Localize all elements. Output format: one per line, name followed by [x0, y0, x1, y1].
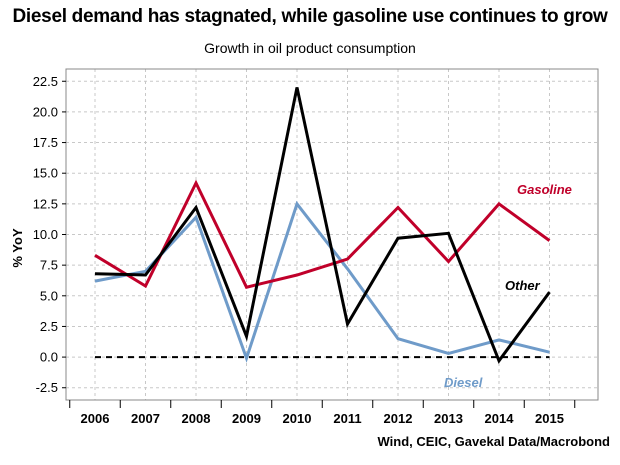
y-tick-label: 15.0: [33, 166, 58, 181]
series-label-other: Other: [505, 278, 541, 293]
x-tick-label: 2012: [384, 411, 413, 426]
y-tick-label: 20.0: [33, 104, 58, 119]
y-tick-label: 5.0: [40, 288, 58, 303]
x-tick-label: 2009: [232, 411, 261, 426]
y-tick-label: -2.5: [36, 380, 58, 395]
y-tick-label: 0.0: [40, 350, 58, 365]
x-axis-ticks: 2006 2007 2008 2009 2010 2011 2012 2013 2014 2015: [69, 400, 576, 426]
y-tick-label: 10.0: [33, 227, 58, 242]
chart-subtitle: Growth in oil product consumption: [204, 40, 416, 56]
series-lines: [94, 87, 551, 364]
series-label-diesel: Diesel: [444, 375, 483, 390]
y-tick-label: 7.5: [40, 258, 58, 273]
series-line-gasoline: [94, 179, 551, 289]
x-tick-label: 2008: [182, 411, 211, 426]
x-tick-label: 2010: [283, 411, 312, 426]
source-note: Wind, CEIC, Gavekal Data/Macrobond: [377, 434, 610, 449]
series-line-diesel: [94, 200, 550, 363]
y-tick-label: 22.5: [33, 74, 58, 89]
y-axis-label: % YoY: [10, 228, 25, 268]
y-tick-label: 2.5: [40, 319, 58, 334]
x-tick-label: 2006: [81, 411, 110, 426]
x-tick-label: 2007: [131, 411, 160, 426]
x-tick-label: 2015: [535, 411, 564, 426]
x-tick-label: 2011: [333, 411, 361, 426]
series-line-other: [94, 87, 551, 364]
x-tick-label: 2013: [434, 411, 463, 426]
x-tick-label: 2014: [485, 411, 515, 426]
series-labels: Gasoline Other Diesel: [444, 182, 572, 390]
y-tick-label: 12.5: [33, 196, 58, 211]
y-tick-label: 17.5: [33, 135, 58, 150]
series-label-gasoline: Gasoline: [517, 182, 572, 197]
chart-title: Diesel demand has stagnated, while gasol…: [12, 6, 608, 27]
grid-lines: [66, 69, 598, 400]
y-axis-ticks: -2.5 0.0 2.5 5.0 7.5 10.0 12.5 15.0 17.5 20.0 22.5: [33, 74, 66, 395]
